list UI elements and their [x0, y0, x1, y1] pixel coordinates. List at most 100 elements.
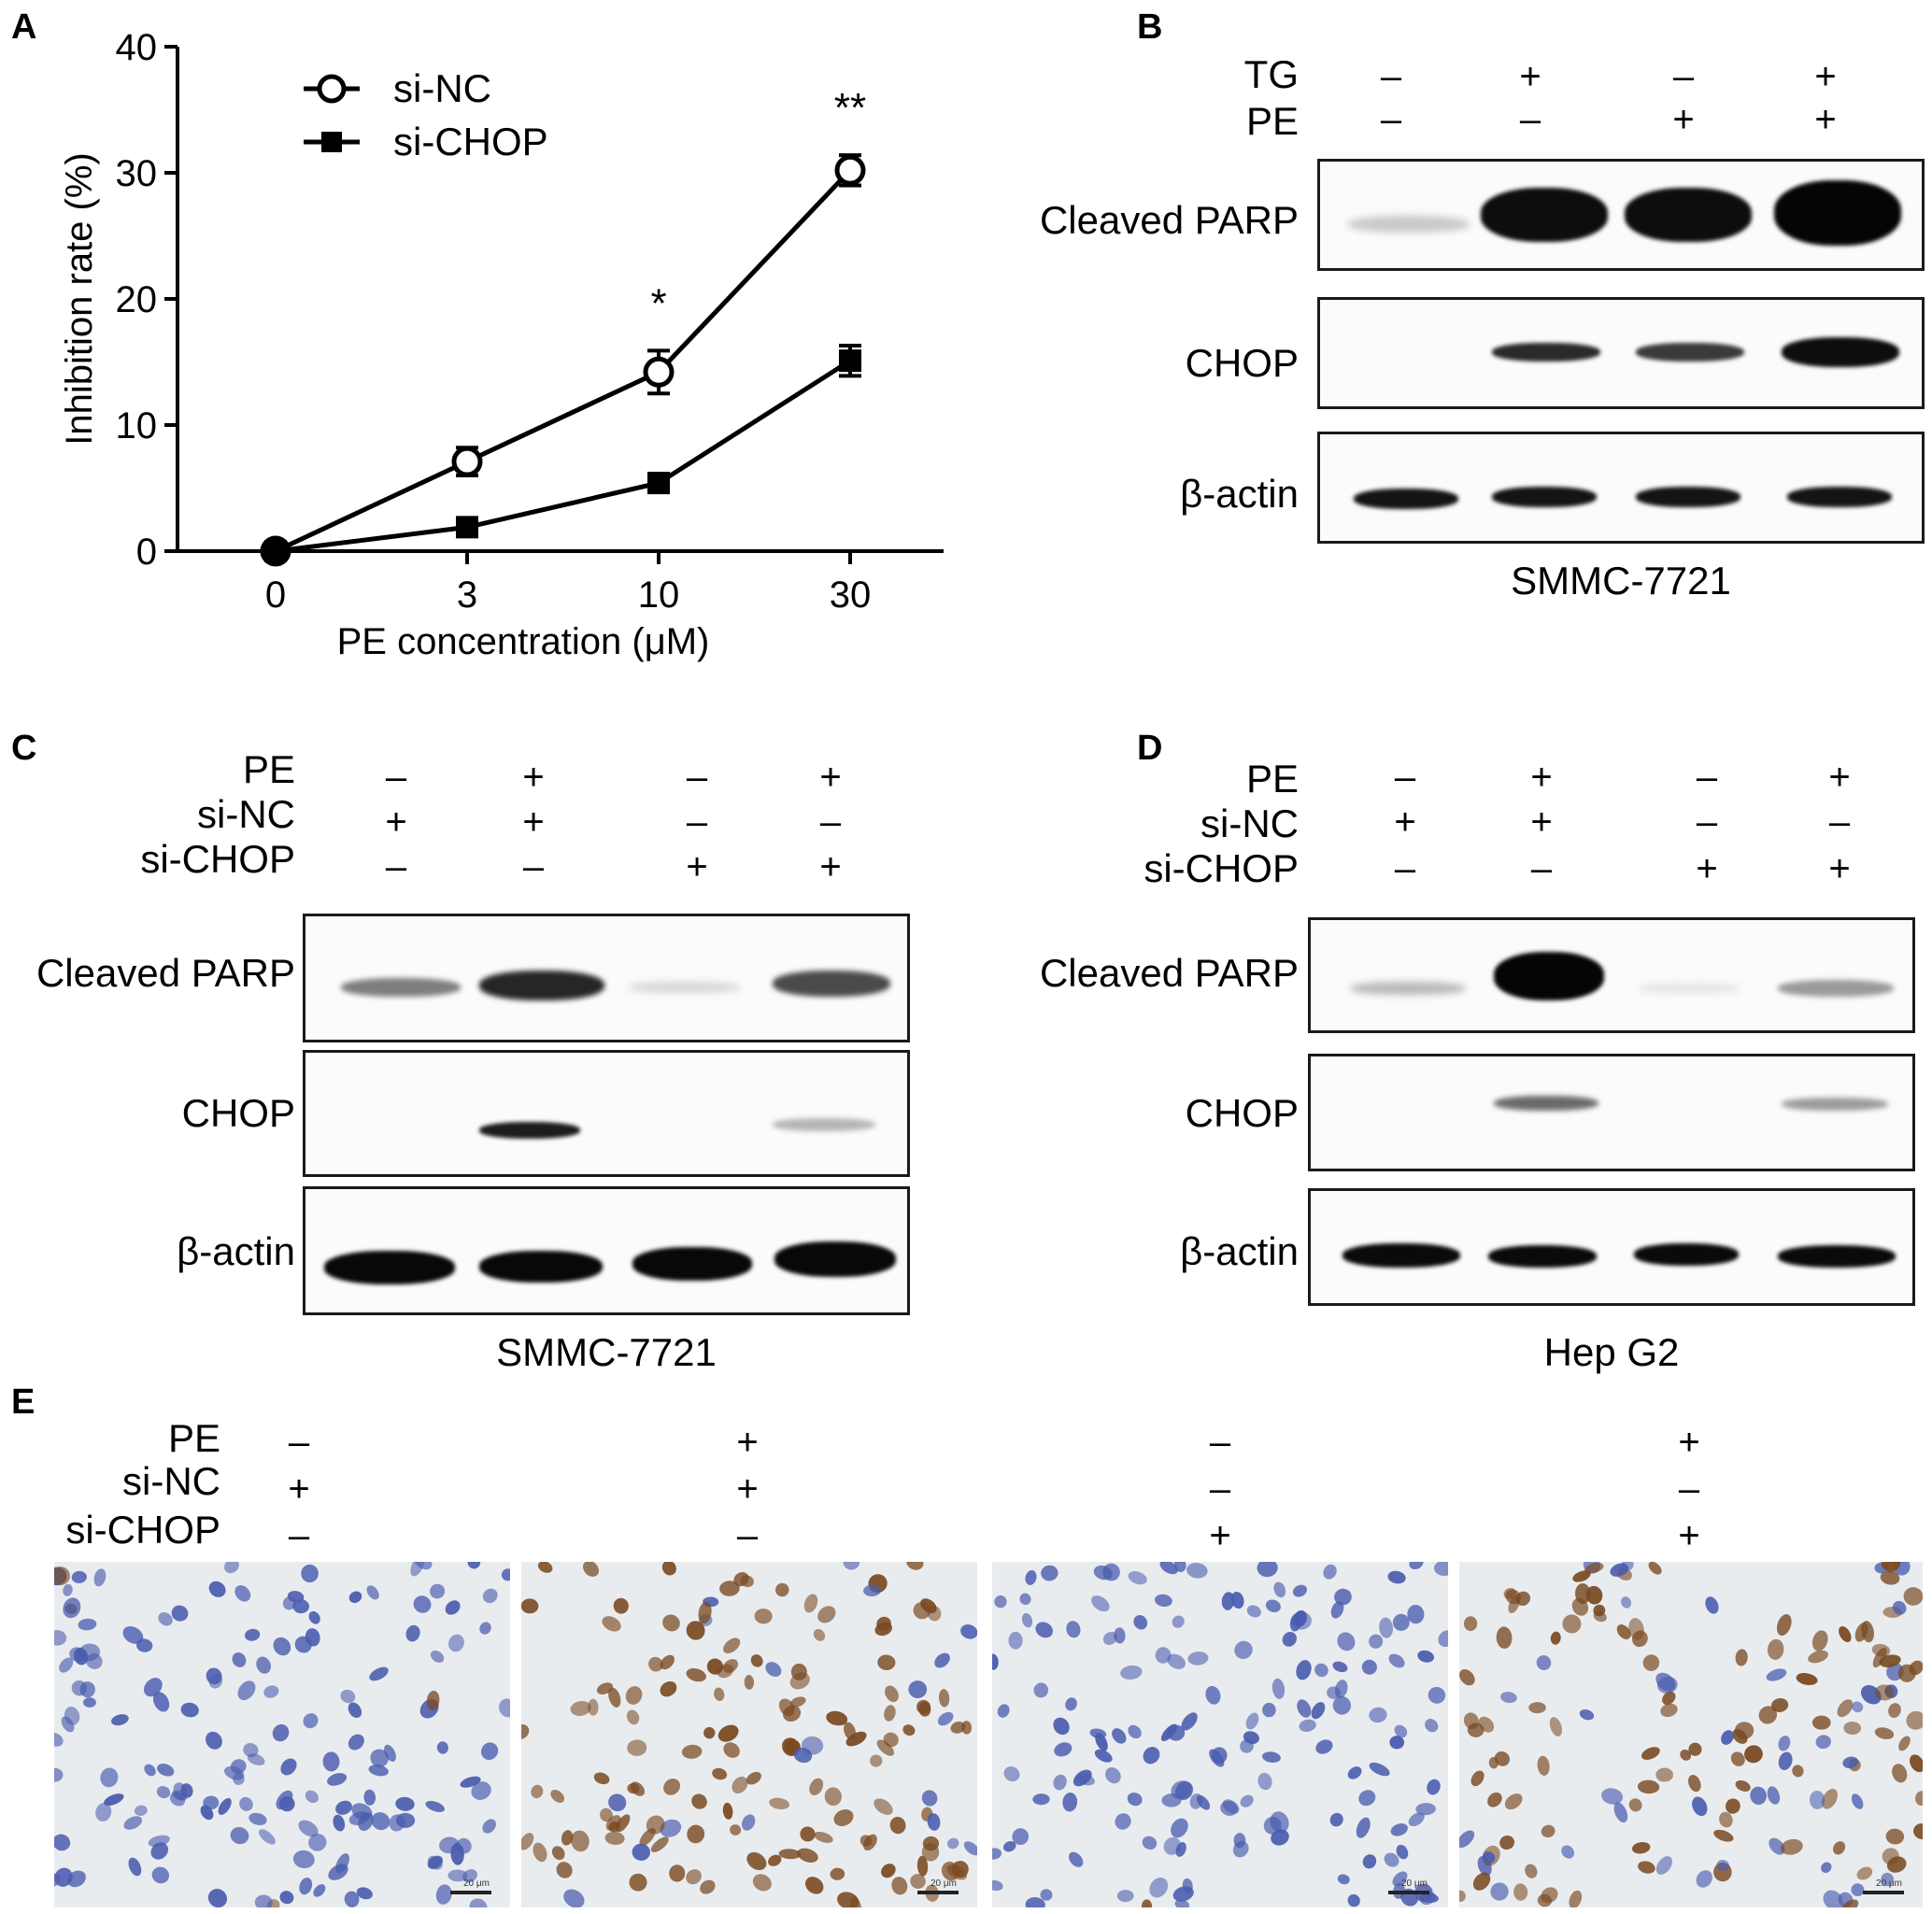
- cell-nucleus: [1584, 1562, 1604, 1574]
- cell-nucleus: [1323, 1564, 1337, 1580]
- blot-label-chop: CHOP: [1185, 341, 1299, 385]
- cell-nucleus: [1094, 1749, 1113, 1763]
- cell-nucleus: [1541, 1887, 1558, 1904]
- cell-nucleus: [180, 1783, 193, 1798]
- cell-nucleus: [1719, 1811, 1733, 1828]
- cell-nucleus: [1032, 1793, 1050, 1806]
- blot-band: [1782, 1098, 1888, 1111]
- cell-nucleus: [830, 1867, 845, 1880]
- cell-nucleus: [1885, 1828, 1905, 1845]
- cell-nucleus: [1069, 1851, 1084, 1867]
- cell-nucleus: [1270, 1811, 1289, 1834]
- cell-nucleus: [1655, 1856, 1672, 1875]
- cell-nucleus: [64, 1707, 80, 1725]
- cell-nucleus: [384, 1744, 396, 1762]
- cell-nucleus: [750, 1654, 763, 1667]
- cell-nucleus: [733, 1572, 749, 1587]
- cell-nucleus: [1776, 1613, 1792, 1637]
- cell-nucleus: [1881, 1872, 1895, 1887]
- cell-nucleus: [1770, 1698, 1789, 1712]
- cell-nucleus: [1882, 1848, 1899, 1865]
- cell-nucleus: [662, 1614, 680, 1632]
- condition-label-si-chop: si-CHOP: [1144, 846, 1299, 890]
- cell-nucleus: [600, 1808, 613, 1822]
- cell-nucleus: [927, 1605, 942, 1622]
- cell-nucleus: [93, 1568, 107, 1587]
- cell-nucleus: [1384, 1852, 1399, 1867]
- condition-label-si-nc: si-NC: [197, 792, 295, 836]
- x-tick-label: 3: [457, 574, 477, 616]
- y-tick-label: 0: [136, 532, 157, 573]
- cell-nucleus: [660, 1654, 675, 1670]
- cell-nucleus: [1910, 1754, 1923, 1773]
- cell-nucleus: [1915, 1791, 1923, 1806]
- condition-symbol: –: [736, 1515, 759, 1556]
- cell-nucleus: [1003, 1766, 1020, 1782]
- cell-nucleus: [143, 1678, 163, 1697]
- condition-symbol: –: [385, 846, 407, 887]
- cell-nucleus: [1392, 1871, 1408, 1887]
- blot-band: [1492, 487, 1597, 507]
- significance-marker: **: [834, 85, 866, 131]
- cell-nucleus: [550, 1789, 565, 1803]
- cell-nucleus: [1854, 1623, 1868, 1642]
- cell-nucleus: [843, 1562, 860, 1570]
- cell-nucleus: [426, 1690, 440, 1711]
- cell-nucleus: [1390, 1823, 1408, 1836]
- western-blot-chop: [1317, 297, 1925, 409]
- cell-nucleus: [308, 1834, 327, 1851]
- cell-nucleus: [874, 1798, 893, 1815]
- cell-nucleus: [774, 1582, 789, 1597]
- blot-label-cleaved-parp: Cleaved PARP: [1039, 951, 1299, 995]
- cell-nucleus: [1093, 1565, 1113, 1581]
- cell-nucleus: [1330, 1601, 1344, 1619]
- cell-nucleus: [889, 1816, 906, 1835]
- cell-nucleus: [279, 1891, 294, 1905]
- western-blot-chop: [303, 1050, 910, 1177]
- cell-nucleus: [916, 1855, 929, 1877]
- cell-nucleus: [150, 1842, 169, 1860]
- cell-nucleus: [78, 1618, 97, 1631]
- cell-nucleus: [881, 1864, 896, 1879]
- cell-nucleus: [479, 1622, 491, 1635]
- cell-nucleus: [717, 1724, 739, 1742]
- cell-nucleus: [1735, 1779, 1751, 1792]
- cell-nucleus: [208, 1581, 226, 1597]
- cell-nucleus: [1744, 1745, 1763, 1764]
- cell-nucleus: [292, 1850, 315, 1869]
- x-tick-label: 0: [265, 574, 286, 616]
- cell-nucleus: [826, 1710, 848, 1726]
- cell-nucleus: [1478, 1716, 1495, 1733]
- cell-nucleus: [445, 1600, 461, 1615]
- cell-nucleus: [1621, 1596, 1632, 1609]
- cell-nucleus: [1427, 1779, 1441, 1795]
- cell-nucleus: [54, 1767, 64, 1782]
- cell-nucleus: [608, 1793, 627, 1812]
- cell-nucleus: [650, 1836, 669, 1852]
- cell-nucleus: [482, 1819, 496, 1834]
- cell-nucleus: [54, 1567, 70, 1585]
- cell-nucleus: [1851, 1883, 1865, 1897]
- cell-nucleus: [1505, 1589, 1522, 1605]
- cell-nucleus: [247, 1753, 265, 1765]
- cell-nucleus: [1463, 1616, 1478, 1631]
- cell-nucleus: [471, 1781, 491, 1800]
- x-tick-label: 10: [638, 574, 680, 616]
- cell-nucleus: [1311, 1702, 1326, 1720]
- western-blot-chop: [1308, 1054, 1915, 1171]
- condition-symbol: –: [686, 801, 708, 843]
- cell-nucleus: [884, 1705, 896, 1722]
- cell-nucleus: [425, 1800, 445, 1812]
- condition-symbol: +: [736, 1468, 759, 1510]
- cell-nucleus: [765, 1662, 782, 1677]
- cell-nucleus: [1334, 1588, 1352, 1606]
- cell-nucleus: [1575, 1582, 1591, 1605]
- cell-nucleus: [1033, 1682, 1049, 1698]
- cell-nucleus: [963, 1841, 977, 1856]
- blot-band: [1634, 1243, 1739, 1266]
- cell-nucleus: [1767, 1786, 1781, 1805]
- cell-nucleus: [1073, 1769, 1092, 1787]
- cell-nucleus: [921, 1790, 938, 1807]
- blot-label-beta-actin: β-actin: [177, 1229, 295, 1273]
- scale-bar: [917, 1891, 959, 1894]
